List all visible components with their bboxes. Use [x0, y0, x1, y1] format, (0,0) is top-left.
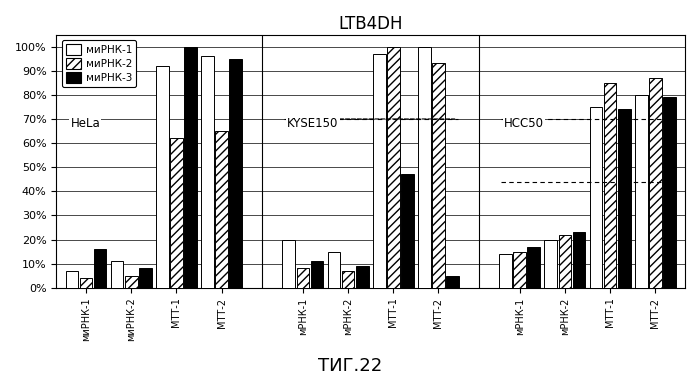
- Text: KYSE150: KYSE150: [287, 117, 339, 130]
- Bar: [635, 95, 648, 288]
- Bar: [559, 235, 571, 288]
- Bar: [311, 261, 323, 288]
- Bar: [513, 252, 526, 288]
- Title: LTB4DH: LTB4DH: [338, 15, 403, 33]
- Bar: [447, 276, 459, 288]
- Bar: [373, 54, 386, 288]
- Legend: миРНК-1, миРНК-2, миРНК-3: миРНК-1, миРНК-2, миРНК-3: [62, 40, 136, 87]
- Bar: [230, 58, 242, 288]
- Bar: [618, 110, 631, 288]
- Bar: [418, 46, 430, 288]
- Bar: [201, 56, 214, 288]
- Bar: [111, 261, 123, 288]
- Bar: [170, 138, 183, 288]
- Bar: [356, 266, 369, 288]
- Bar: [282, 240, 295, 288]
- Bar: [499, 254, 512, 288]
- Bar: [184, 46, 197, 288]
- Bar: [432, 63, 444, 288]
- Bar: [545, 240, 557, 288]
- Bar: [342, 271, 354, 288]
- Bar: [297, 268, 309, 288]
- Bar: [528, 247, 540, 288]
- Bar: [94, 249, 106, 288]
- Bar: [573, 232, 585, 288]
- Bar: [66, 271, 78, 288]
- Text: HCC50: HCC50: [504, 117, 544, 130]
- Bar: [216, 131, 228, 288]
- Bar: [139, 268, 152, 288]
- Bar: [649, 78, 661, 288]
- Bar: [125, 276, 138, 288]
- Bar: [156, 66, 169, 288]
- Text: ΤИГ.22: ΤИГ.22: [318, 357, 382, 375]
- Bar: [401, 174, 414, 288]
- Bar: [80, 278, 92, 288]
- Bar: [604, 83, 617, 288]
- Bar: [328, 252, 340, 288]
- Bar: [387, 46, 400, 288]
- Bar: [589, 107, 603, 288]
- Text: HeLa: HeLa: [71, 117, 100, 130]
- Bar: [663, 97, 676, 288]
